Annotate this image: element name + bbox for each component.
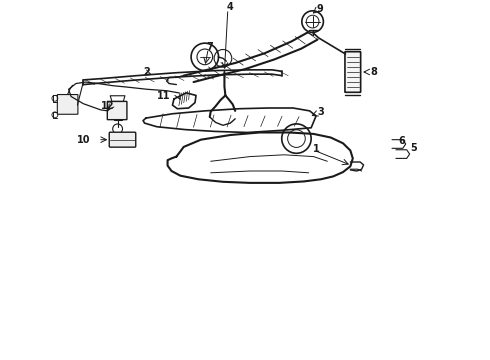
Text: 3: 3: [318, 107, 324, 117]
FancyBboxPatch shape: [109, 132, 136, 147]
FancyBboxPatch shape: [57, 95, 78, 114]
Text: 10: 10: [77, 135, 91, 145]
Text: 12: 12: [100, 101, 114, 111]
FancyBboxPatch shape: [107, 102, 127, 120]
Text: 7: 7: [207, 42, 214, 52]
FancyBboxPatch shape: [345, 52, 361, 92]
Text: 11: 11: [157, 91, 171, 102]
Text: 5: 5: [411, 143, 417, 153]
Text: 8: 8: [370, 67, 377, 77]
Text: 4: 4: [226, 2, 233, 12]
Text: 6: 6: [398, 136, 405, 147]
Text: 2: 2: [143, 67, 150, 77]
Text: 1: 1: [313, 144, 319, 154]
Text: 9: 9: [316, 4, 323, 14]
